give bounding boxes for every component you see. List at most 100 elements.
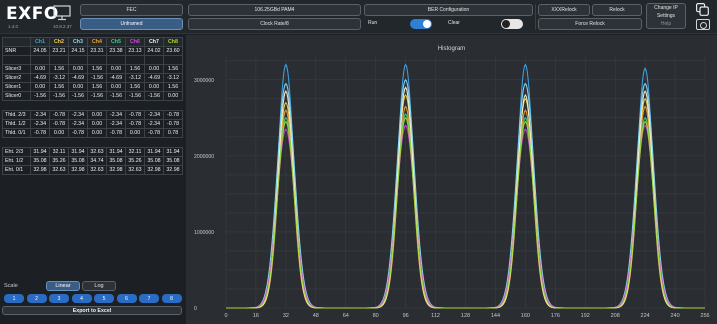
cell-empty xyxy=(144,55,164,65)
x-tick-label: 0 xyxy=(224,313,227,319)
channel-button-1[interactable]: 1 xyxy=(4,294,24,303)
cell-value: 35.08 xyxy=(144,156,164,166)
cell-value: 0.00 xyxy=(163,91,183,101)
export-to-excel-button[interactable]: Export to Excel xyxy=(2,306,182,315)
cell-empty xyxy=(163,55,183,65)
row-label: Eht. 1/2 xyxy=(2,156,31,166)
channel-button-8[interactable]: 8 xyxy=(161,294,182,303)
clock-rate-button[interactable]: Clock Rate/8 xyxy=(188,18,361,30)
clear-toggle[interactable] xyxy=(501,19,523,29)
cell-value: 1.56 xyxy=(87,64,107,74)
cell-value: -1.56 xyxy=(144,91,164,101)
spacer xyxy=(2,100,183,111)
cell-value: 1.56 xyxy=(163,64,183,74)
channel-button-7[interactable]: 7 xyxy=(139,294,159,303)
x-tick-label: 96 xyxy=(403,313,409,319)
cell-value: 31.94 xyxy=(106,147,126,157)
x-tick-label: 256 xyxy=(700,313,709,319)
cell-value: -2.34 xyxy=(68,110,88,120)
ber-config-button[interactable]: BER Configuration xyxy=(364,4,533,16)
cell-value: 1.56 xyxy=(87,82,107,92)
row-label: Slicer3 xyxy=(2,64,31,74)
cell-value: 31.94 xyxy=(144,147,164,157)
camera-icon[interactable] xyxy=(696,19,710,30)
cell-value: -1.56 xyxy=(68,91,88,101)
eht-row: Eht. 1/2 35.08 35.26 35.08 34.74 35.08 35.26 35… xyxy=(2,156,183,166)
cell-value: 23.60 xyxy=(163,46,183,56)
threshold-row: Thld. 0/1 -0.78 0.00 -0.78 0.00 -0.78 0.00 -0.7… xyxy=(2,128,183,138)
relock-button[interactable]: Relock xyxy=(592,4,642,16)
cell-value: -1.56 xyxy=(87,91,107,101)
cell-value: -2.34 xyxy=(30,119,50,129)
spacer-row xyxy=(2,137,183,148)
run-toggle[interactable] xyxy=(410,19,432,29)
cell-value: 31.94 xyxy=(68,147,88,157)
x-tick-label: 224 xyxy=(641,313,650,319)
header-bar: EXFO 1.4.0 10.8.2.37 FEC Unframed 106.25… xyxy=(0,0,717,34)
log-scale-button[interactable]: Log xyxy=(82,281,116,291)
cell-value: 0.00 xyxy=(68,82,88,92)
cell-value: 32.11 xyxy=(125,147,145,157)
row-label: Eht. 0/1 xyxy=(2,165,31,175)
eht-row: Eht. 0/1 32.98 32.63 32.98 32.63 32.98 32.63 32… xyxy=(2,165,183,175)
cell-value: 35.08 xyxy=(30,156,50,166)
x-tick-label: 160 xyxy=(521,313,530,319)
cell-value: 34.74 xyxy=(87,156,107,166)
cell-value: Ch3 xyxy=(68,37,88,47)
monitor-icon[interactable] xyxy=(53,5,71,21)
cell-value: Ch1 xyxy=(30,37,50,47)
fec-button[interactable]: FEC xyxy=(80,4,183,16)
channel-header-row: Ch1 Ch2 Ch3 Ch4 Ch5 Ch6 Ch7 Ch8 xyxy=(2,37,183,47)
x-tick-label: 144 xyxy=(491,313,500,319)
rate-selector[interactable]: 106.25GBd PAM4 xyxy=(188,4,361,16)
cell-value: -0.78 xyxy=(144,128,164,138)
measurement-table: Ch1 Ch2 Ch3 Ch4 Ch5 Ch6 Ch7 Ch8 SNR 24.05 23.21 24.… xyxy=(2,37,183,175)
cell-empty xyxy=(87,55,107,65)
channel-button-5[interactable]: 5 xyxy=(94,294,114,303)
threshold-row: Thld. 1/2 -2.34 -0.78 -2.34 0.00 -2.34 -0.78 -2… xyxy=(2,119,183,129)
change-ip-settings-button[interactable]: Change IP Settings Help xyxy=(646,3,686,29)
slicer-row: Slicer2 -4.69 -3.12 -4.69 -1.56 -4.69 -3.12 -4.… xyxy=(2,73,183,83)
cell-value: -0.78 xyxy=(49,110,69,120)
channel-button-3[interactable]: 3 xyxy=(49,294,69,303)
empty-row xyxy=(2,55,183,65)
row-label: Thld. 1/2 xyxy=(2,119,31,129)
cell-value: 24.02 xyxy=(144,46,164,56)
cell-value: 0.00 xyxy=(87,128,107,138)
linear-scale-button[interactable]: Linear xyxy=(46,281,80,291)
cell-value: Ch8 xyxy=(163,37,183,47)
cell-value: -0.78 xyxy=(163,119,183,129)
cell-value: 1.56 xyxy=(125,82,145,92)
y-tick-label: 3000000 xyxy=(194,78,214,84)
cell-value: 35.08 xyxy=(106,156,126,166)
cell-value: -4.69 xyxy=(106,73,126,83)
xxx-relock-button[interactable]: XXXRelock xyxy=(538,4,590,16)
spacer-row xyxy=(2,100,183,111)
cell-value: 24.15 xyxy=(68,46,88,56)
slicer-row: Slicer1 0.00 1.56 0.00 1.56 0.00 1.56 0.00 1.56 xyxy=(2,82,183,92)
row-label: Eht. 2/3 xyxy=(2,147,31,157)
exfo-logo: EXFO xyxy=(6,4,59,24)
cell-value: -2.34 xyxy=(144,119,164,129)
force-relock-button[interactable]: Force Relock xyxy=(538,18,642,30)
cell-value: 23.38 xyxy=(106,46,126,56)
cell-value: 35.26 xyxy=(125,156,145,166)
channel-button-6[interactable]: 6 xyxy=(116,294,137,303)
cell-value: -2.34 xyxy=(144,110,164,120)
row-label: Thld. 2/3 xyxy=(2,110,31,120)
cell-value: 35.08 xyxy=(163,156,183,166)
cell-value: -2.34 xyxy=(30,110,50,120)
cell-value: -0.78 xyxy=(68,128,88,138)
cell-value: -0.78 xyxy=(125,110,145,120)
unframed-button[interactable]: Unframed xyxy=(80,18,183,30)
slicer-row: Slicer3 0.00 1.56 0.00 1.56 0.00 1.56 0.00 1.56 xyxy=(2,64,183,74)
channel-button-4[interactable]: 4 xyxy=(71,294,92,303)
cell-value: Ch7 xyxy=(144,37,164,47)
copy-icon[interactable] xyxy=(696,3,709,16)
cell-value: 24.05 xyxy=(30,46,50,56)
channel-button-2[interactable]: 2 xyxy=(26,294,47,303)
cell-value: 0.00 xyxy=(87,119,107,129)
x-tick-label: 80 xyxy=(373,313,379,319)
cell-value: 0.00 xyxy=(30,82,50,92)
